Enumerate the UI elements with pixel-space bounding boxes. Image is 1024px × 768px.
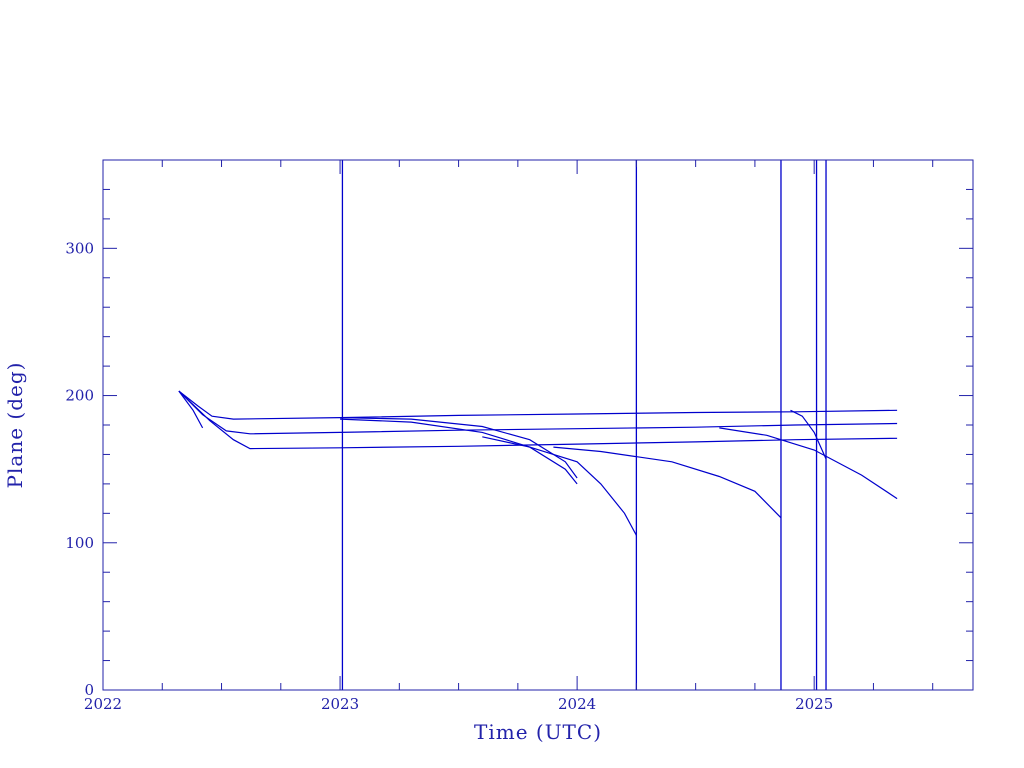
series-line-7 xyxy=(553,446,782,519)
series-line-4 xyxy=(178,390,204,429)
series-line-10 xyxy=(790,409,827,460)
y-tick-label: 0 xyxy=(84,681,94,699)
axis-ticks xyxy=(102,159,973,691)
y-axis-title: Plane (deg) xyxy=(3,362,27,489)
x-tick-label: 2024 xyxy=(558,695,596,713)
series-line-1 xyxy=(178,390,898,420)
x-axis-title: Time (UTC) xyxy=(474,720,602,744)
plot-lines xyxy=(178,390,898,536)
series-line-6 xyxy=(340,417,578,479)
series-line-9 xyxy=(719,427,898,500)
x-tick-label: 2022 xyxy=(84,695,122,713)
plot-frame xyxy=(102,159,974,691)
y-tick-label: 300 xyxy=(65,239,94,257)
series-line-3 xyxy=(178,390,898,450)
series-line-8 xyxy=(482,436,637,536)
x-tick-label: 2023 xyxy=(321,695,359,713)
series-line-5 xyxy=(340,418,578,485)
y-tick-label: 200 xyxy=(65,387,94,405)
y-tick-label: 100 xyxy=(65,534,94,552)
series-line-2 xyxy=(178,390,898,435)
tick-labels: 2022 2023 2024 2025 0 100 200 300 xyxy=(65,239,833,713)
vertical-lines xyxy=(341,160,827,690)
x-tick-label: 2025 xyxy=(795,695,833,713)
